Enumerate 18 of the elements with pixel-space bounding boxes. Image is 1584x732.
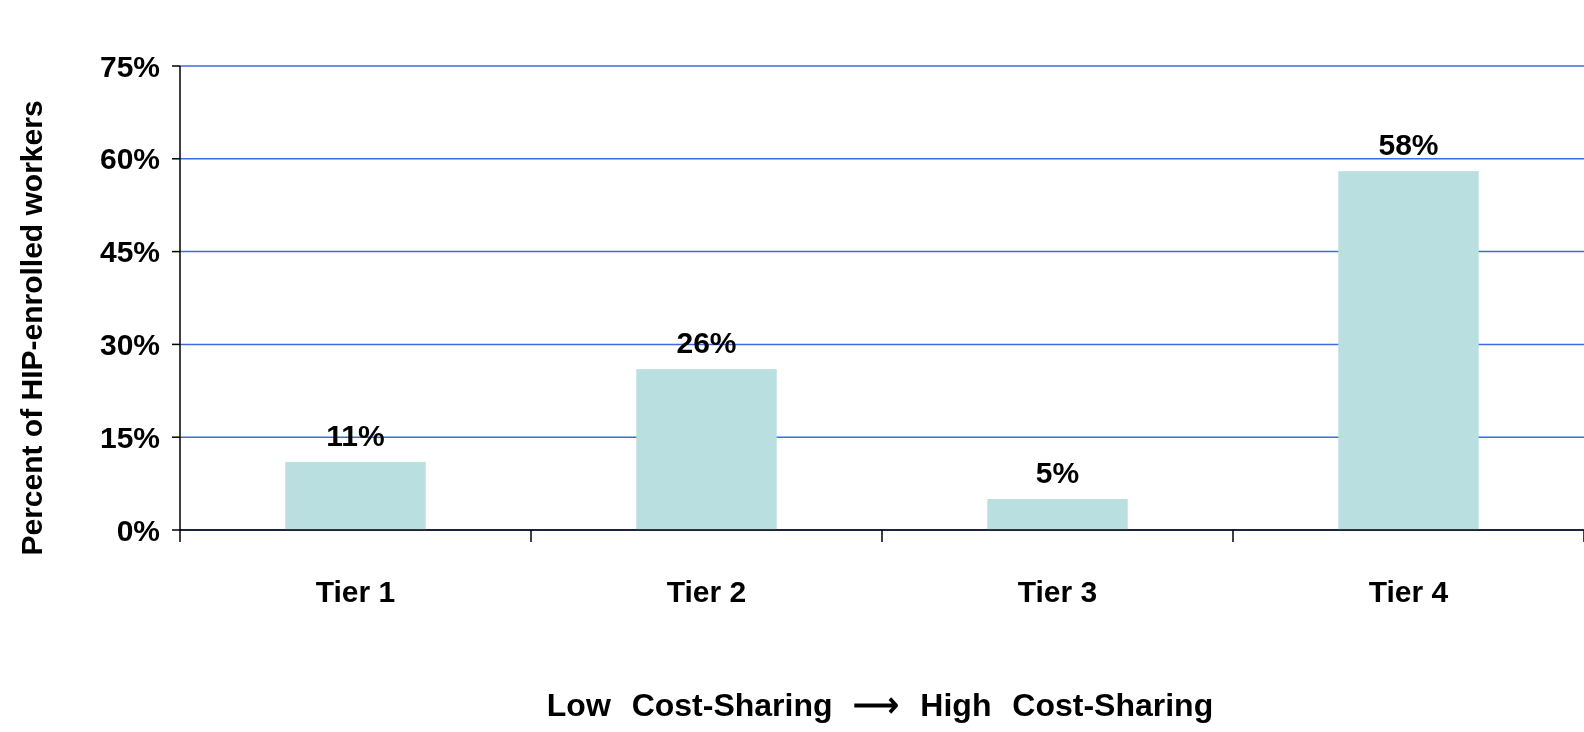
x-tick-label: Tier 3: [1017, 575, 1098, 608]
y-tick-label: 30%: [99, 327, 160, 361]
x-axis-title: Low Cost-Sharing ⟶ High Cost-Sharing: [546, 687, 1214, 723]
y-tick-label: 15%: [99, 420, 160, 454]
x-tick-label: Tier 1: [315, 575, 396, 608]
bar: [285, 461, 426, 530]
data-label: 5%: [1035, 456, 1080, 490]
bar: [987, 499, 1128, 530]
y-axis-title: Percent of HIP-enrolled workers: [15, 100, 48, 556]
y-tick-label: 60%: [99, 142, 160, 176]
x-tick-label: Tier 2: [666, 575, 747, 608]
x-tick-label: Tier 4: [1368, 575, 1449, 608]
bar: [636, 369, 777, 530]
y-tick-label: 0%: [116, 513, 160, 547]
data-label: 58%: [1378, 128, 1439, 162]
bar: [1338, 171, 1479, 530]
y-tick-label: 75%: [99, 49, 160, 83]
y-tick-label: 45%: [99, 235, 160, 269]
